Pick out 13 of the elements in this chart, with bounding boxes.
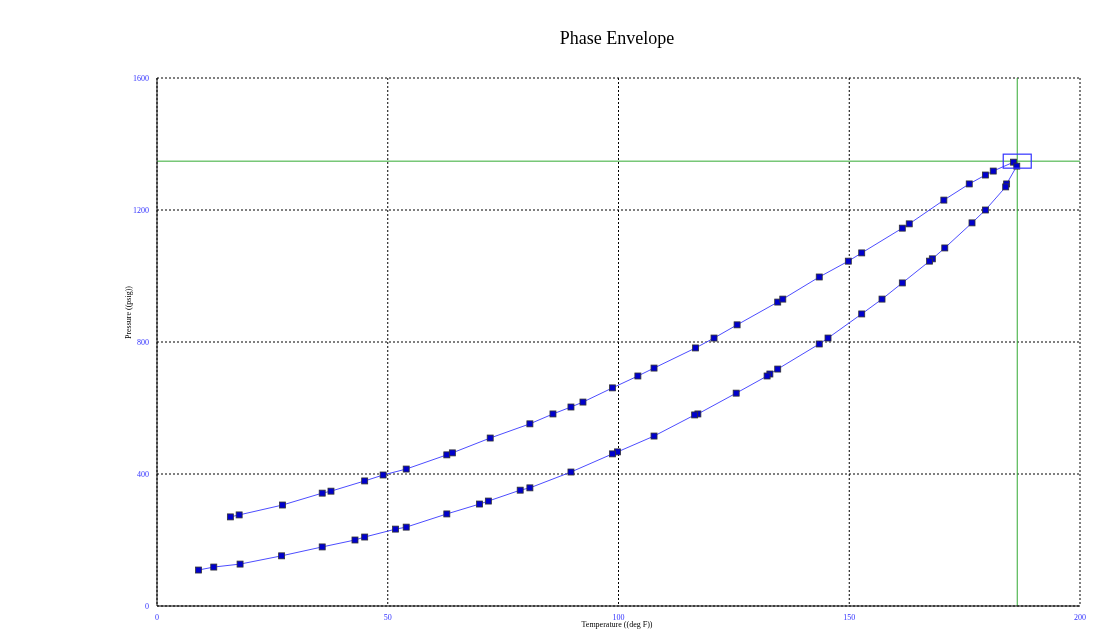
x-axis-title: Temperature ((deg F)) — [580, 620, 654, 629]
x-tick-label: 50 — [383, 612, 392, 622]
y-tick-label: 800 — [137, 337, 149, 347]
y-tick-label: 0 — [145, 601, 149, 611]
x-tick-label: 0 — [155, 612, 159, 622]
y-tick-label: 1600 — [133, 73, 149, 83]
y-tick-label: 400 — [137, 469, 149, 479]
y-tick-label: 1200 — [133, 205, 149, 215]
x-tick-label: 200 — [1074, 612, 1086, 622]
x-tick-label: 150 — [843, 612, 856, 622]
y-axis-title: Pressure ((psig)) — [123, 284, 133, 342]
x-tick-label: 100 — [612, 612, 625, 622]
chart-title: Phase Envelope — [558, 28, 676, 49]
